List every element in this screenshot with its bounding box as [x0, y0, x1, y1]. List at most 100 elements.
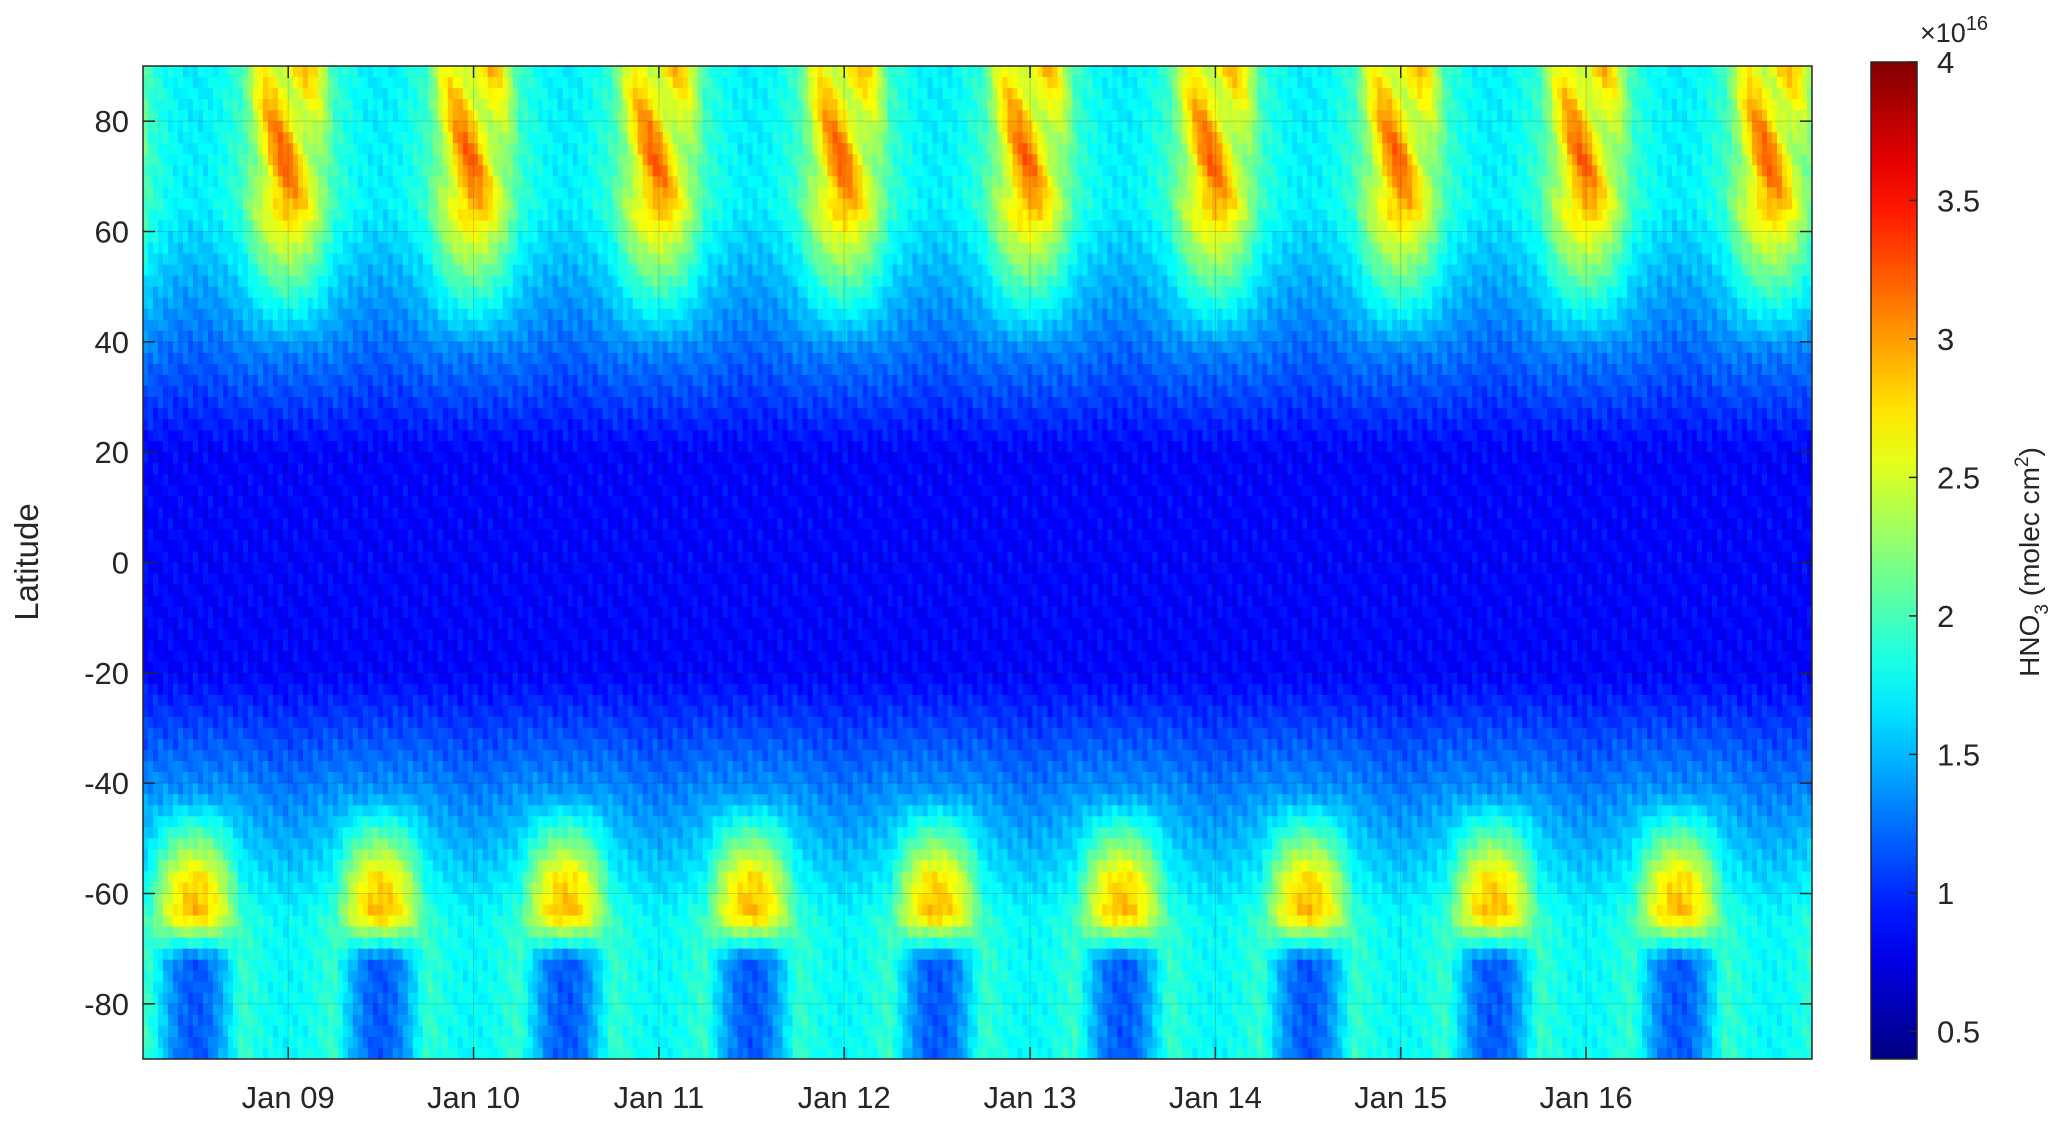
heatmap-cell [372, 198, 379, 211]
heatmap-cell [232, 341, 239, 354]
heatmap-cell [202, 772, 209, 784]
heatmap-cell [187, 209, 194, 222]
heatmap-cell [382, 88, 389, 100]
heatmap-cell [212, 110, 219, 122]
heatmap-cell [332, 639, 339, 652]
heatmap-cell [397, 99, 404, 111]
heatmap-cell [212, 231, 219, 244]
heatmap-cell [143, 981, 149, 994]
heatmap-cell [387, 165, 394, 177]
heatmap-cell [272, 66, 279, 78]
heatmap-cell [143, 805, 149, 817]
heatmap-cell [282, 650, 289, 663]
heatmap-cell [352, 485, 359, 497]
heatmap-cell [257, 209, 264, 222]
heatmap-cell [402, 694, 409, 707]
heatmap-cell [257, 198, 264, 211]
heatmap-cell [352, 66, 359, 78]
heatmap-cell [357, 617, 364, 630]
heatmap-cell [292, 926, 299, 939]
heatmap-cell [397, 562, 404, 575]
heatmap-cell [237, 893, 244, 906]
heatmap-cell [257, 849, 264, 861]
heatmap-cell [342, 893, 349, 906]
heatmap-cell [247, 430, 254, 442]
heatmap-cell [317, 650, 324, 663]
heatmap-cell [187, 154, 194, 166]
heatmap-cell [397, 882, 404, 895]
heatmap-cell [367, 959, 374, 972]
heatmap-cell [322, 805, 329, 817]
heatmap-cell [357, 893, 364, 906]
heatmap-cell [312, 926, 319, 939]
heatmap-cell [322, 242, 329, 255]
heatmap-cell [162, 1014, 169, 1027]
heatmap-cell [257, 308, 264, 321]
heatmap-cell [272, 198, 279, 211]
heatmap-cell [337, 650, 344, 663]
heatmap-cell [162, 507, 169, 519]
heatmap-cell [337, 374, 344, 387]
heatmap-cell [377, 617, 384, 630]
heatmap-cell [202, 99, 209, 111]
heatmap-cell [367, 794, 374, 806]
heatmap-cell [167, 838, 174, 850]
heatmap-cell [407, 187, 414, 199]
heatmap-cell [342, 110, 349, 122]
heatmap-cell [162, 617, 169, 630]
heatmap-cell [302, 275, 309, 288]
heatmap-cell [262, 882, 269, 895]
heatmap-cell [167, 352, 174, 365]
heatmap-cell [222, 496, 229, 508]
heatmap-cell [302, 286, 309, 299]
heatmap-cell [302, 474, 309, 486]
heatmap-cell [302, 330, 309, 343]
heatmap-cell [187, 761, 194, 773]
heatmap-cell [187, 297, 194, 310]
heatmap-cell [242, 121, 249, 133]
heatmap-cell [402, 628, 409, 641]
heatmap-cell [197, 297, 204, 310]
heatmap-cell [307, 1003, 314, 1016]
heatmap-cell [252, 694, 259, 707]
heatmap-cell [307, 672, 314, 685]
heatmap-cell [297, 264, 304, 277]
heatmap-cell [327, 926, 334, 939]
heatmap-cell [327, 474, 334, 486]
heatmap-cell [417, 99, 424, 111]
heatmap-cell [287, 275, 294, 288]
heatmap-cell [407, 154, 414, 166]
heatmap-cell [362, 540, 369, 553]
heatmap-cell [322, 341, 329, 354]
heatmap-cell [157, 827, 164, 839]
heatmap-cell [362, 551, 369, 564]
heatmap-cell [187, 110, 194, 122]
heatmap-cell [247, 143, 254, 155]
heatmap-cell [162, 242, 169, 255]
heatmap-cell [357, 694, 364, 707]
heatmap-cell [232, 352, 239, 365]
heatmap-cell [312, 683, 319, 696]
heatmap-cell [392, 639, 399, 652]
heatmap-cell [157, 1014, 164, 1027]
heatmap-cell [377, 363, 384, 376]
heatmap-cell [307, 728, 314, 740]
heatmap-cell [297, 694, 304, 707]
heatmap-cell [352, 540, 359, 553]
heatmap-cell [362, 805, 369, 817]
heatmap-cell [212, 165, 219, 177]
heatmap-cell [327, 452, 334, 464]
heatmap-cell [192, 816, 199, 828]
heatmap-cell [172, 683, 179, 696]
heatmap-cell [247, 827, 254, 839]
heatmap-cell [342, 573, 349, 586]
heatmap-cell [162, 716, 169, 729]
heatmap-cell [367, 937, 374, 950]
heatmap-cell [247, 220, 254, 233]
heatmap-cell [387, 518, 394, 530]
heatmap-cell [262, 385, 269, 398]
heatmap-cell [402, 275, 409, 288]
heatmap-cell [172, 99, 179, 111]
heatmap-cell [402, 551, 409, 564]
heatmap-cell [282, 121, 289, 133]
